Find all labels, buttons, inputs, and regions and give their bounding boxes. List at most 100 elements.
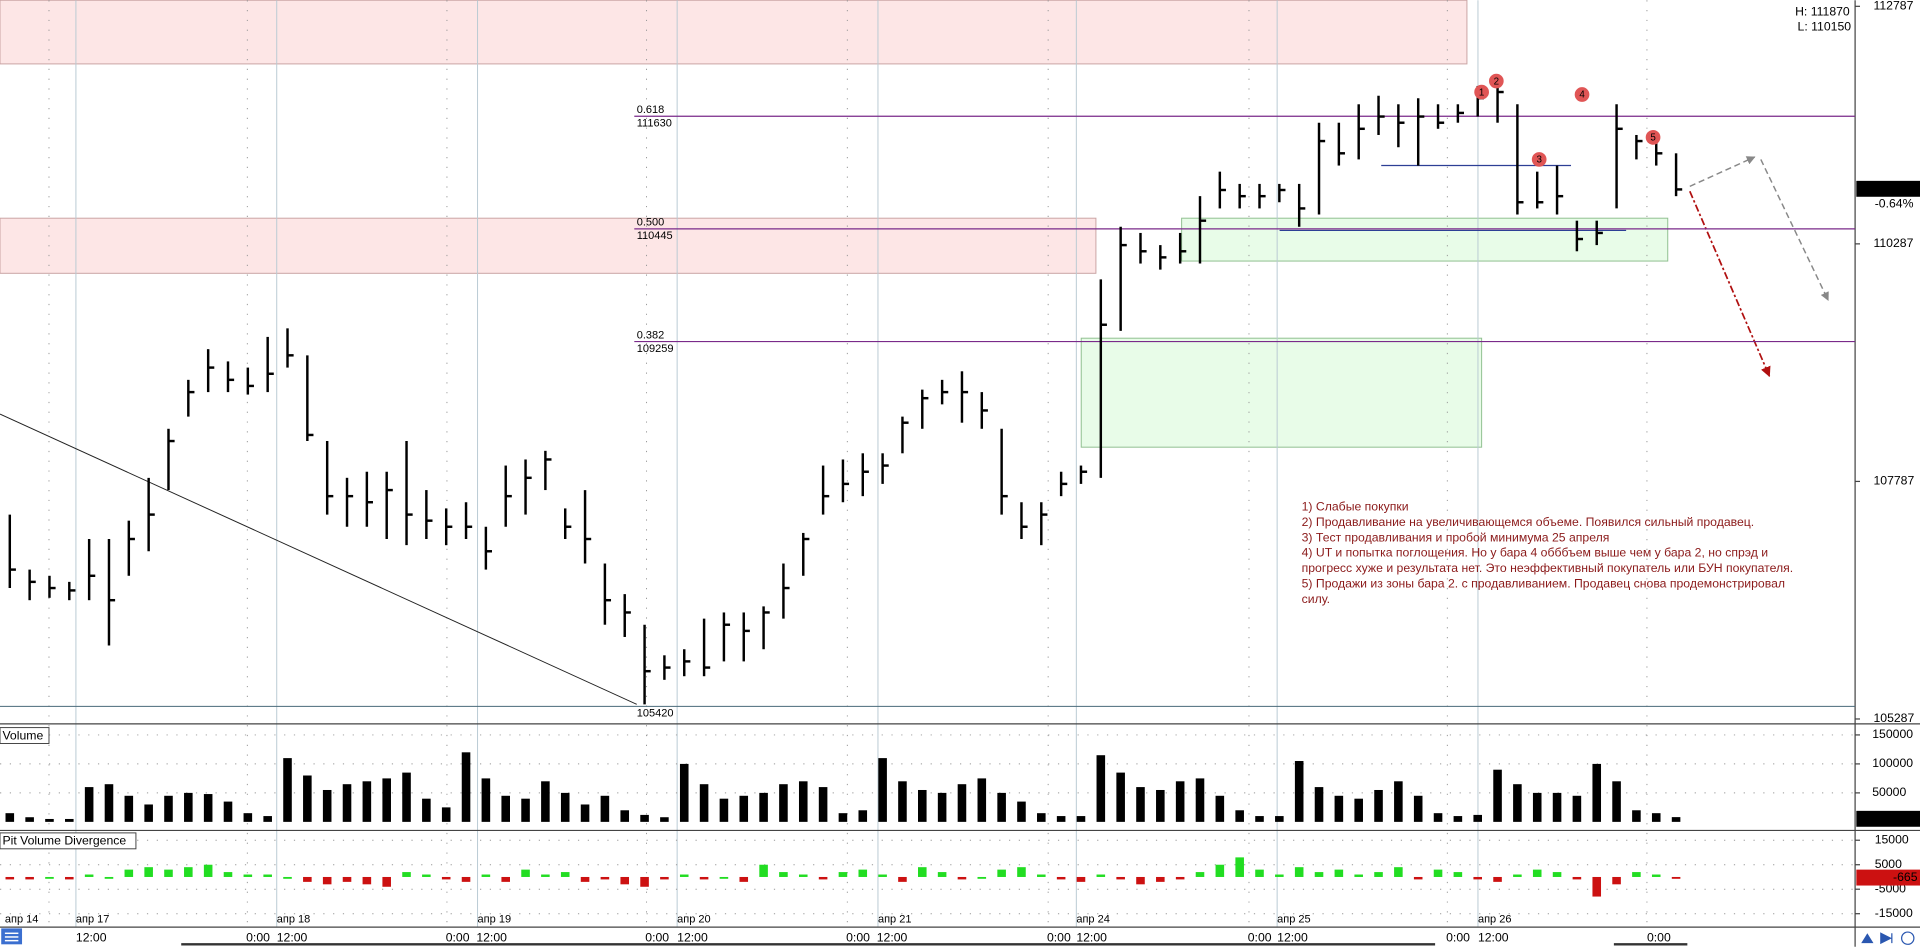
date-label: апр 19 (478, 914, 512, 926)
panel-title: Pit Volume Divergence (2, 834, 126, 848)
volume-bar (164, 795, 173, 822)
volume-bar (521, 798, 530, 822)
divergence-bar (1394, 867, 1403, 877)
divergence-bar (1374, 872, 1383, 877)
fib-ratio: 0.618 (637, 104, 665, 116)
volume-bar (918, 789, 927, 822)
time-label: 12:00 (277, 930, 308, 944)
volume-bar (263, 816, 272, 822)
volume-bar (322, 789, 332, 822)
divergence-bar (600, 876, 610, 880)
volume-bar (1473, 814, 1482, 822)
y-tick-label: 15000 (1875, 832, 1909, 846)
divergence-bar (779, 872, 788, 877)
divergence-bar (620, 876, 630, 885)
y-tick-label: 100000 (1872, 756, 1913, 770)
panel-title: Volume (2, 728, 43, 742)
nav-up[interactable] (1861, 933, 1874, 944)
divergence-bar (1532, 869, 1542, 877)
time-label: 0:00 (1047, 930, 1071, 944)
divergence-bar (1136, 876, 1145, 885)
volume-bar (1374, 789, 1383, 822)
volume-bar (1017, 801, 1026, 822)
volume-bar (1136, 787, 1145, 822)
volume-bar (1394, 781, 1403, 822)
volume-bar (1195, 778, 1205, 822)
volume-bar (719, 798, 729, 822)
volume-bar (1632, 810, 1641, 822)
y-tick-label: 5000 (1875, 857, 1902, 871)
divergence-bar (104, 876, 114, 879)
volume-bar (818, 787, 828, 822)
divergence-bar (640, 876, 649, 887)
divergence-bar (1354, 874, 1363, 877)
divergence-bar (124, 869, 134, 877)
nav-end[interactable] (1880, 932, 1893, 945)
volume-bar (124, 795, 134, 822)
divergence-bar (898, 876, 907, 882)
divergence-bar (679, 874, 689, 877)
divergence-bar (1433, 869, 1443, 877)
y-tick-label: 110287 (1873, 236, 1913, 250)
volume-bar (1493, 769, 1502, 822)
volume-bar (303, 775, 312, 822)
forecast-arrow (1689, 190, 1771, 378)
divergence-bar (1175, 876, 1185, 880)
annotation: 4) UT и попытка поглощения. Но у бара 4 … (1302, 546, 1769, 560)
divergence-bar (1473, 876, 1482, 880)
volume-bar (203, 794, 213, 822)
help[interactable] (1901, 931, 1915, 945)
demand-zone (1080, 337, 1483, 448)
volume-bar (1651, 813, 1661, 822)
volume-bar (1552, 792, 1562, 822)
divergence-bar (957, 876, 967, 880)
volume-bar (1671, 817, 1681, 822)
fib-ratio: 0.500 (637, 217, 665, 229)
divergence-bar (441, 876, 451, 880)
last-price-box (1856, 180, 1920, 197)
time-label: 12:00 (877, 930, 908, 944)
volume-bar (838, 813, 848, 822)
volume-bar (283, 758, 292, 822)
time-label: 12:00 (677, 930, 708, 944)
time-label: 12:00 (76, 930, 107, 944)
volume-bar (580, 804, 590, 822)
divergence-bar (1076, 876, 1086, 882)
divergence-bar (382, 876, 391, 887)
volume-bar (560, 792, 570, 822)
date-label: апр 20 (677, 914, 711, 926)
divergence-bar (362, 876, 372, 885)
volume-bar (858, 810, 868, 822)
last-divergence-label: -665 (1893, 870, 1918, 884)
date-label: апр 14 (5, 914, 39, 926)
volume-bar (1294, 761, 1304, 822)
volume-bar (1433, 813, 1443, 822)
pattern-marker (1531, 152, 1547, 167)
volume-bar (481, 778, 491, 822)
divergence-bar (997, 869, 1006, 877)
volume-bar (104, 784, 114, 822)
volume-bar (223, 801, 233, 822)
volume-bar (600, 795, 610, 822)
volume-bar (45, 818, 54, 822)
last-volume-label: 8189 (1887, 811, 1914, 825)
volume-bar (84, 787, 94, 822)
volume-bar (1116, 772, 1125, 822)
fib-price: 110445 (637, 230, 673, 242)
panel-title-box (0, 832, 137, 850)
date-label: апр 18 (277, 914, 311, 926)
divergence-bar (1612, 876, 1621, 885)
last-volume-box (1856, 810, 1920, 827)
pattern-marker-label: 1 (1479, 87, 1484, 98)
pattern-marker (1645, 130, 1661, 145)
volume-bar (1334, 795, 1344, 822)
volume-bar (1215, 795, 1225, 822)
date-label: апр 24 (1076, 914, 1110, 926)
date-label: апр 26 (1478, 914, 1512, 926)
annotation: прогресс хуже и результата нет. Это неэф… (1302, 561, 1794, 575)
volume-bar (461, 752, 471, 822)
volume-bar (1275, 816, 1284, 822)
